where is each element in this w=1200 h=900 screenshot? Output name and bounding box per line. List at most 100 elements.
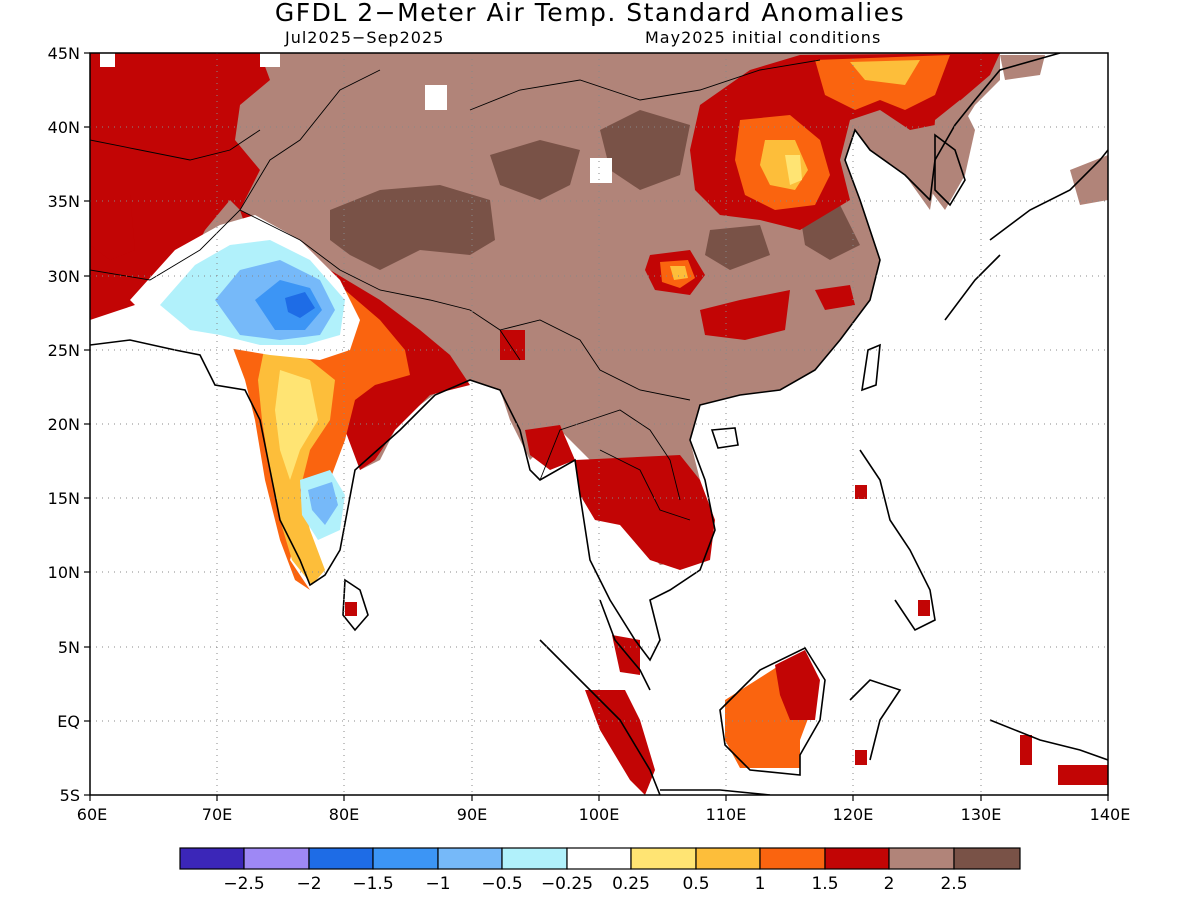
anomaly-cell [855, 750, 867, 765]
lat-label: 15N [48, 489, 80, 508]
coastline-taiwan [861, 343, 881, 392]
lat-label: 5N [58, 638, 80, 657]
colorbar-label: −0.25 [541, 874, 593, 894]
lon-label: 120E [833, 805, 874, 824]
axis-ticks [84, 52, 1109, 801]
anomaly-fill-red [525, 425, 575, 470]
coastline-korea [934, 133, 966, 207]
lat-label: 40N [48, 118, 80, 137]
anomaly-cell [425, 85, 447, 110]
lat-label: 5S [60, 786, 80, 805]
colorbar-label: −2 [296, 874, 321, 894]
anomaly-fill-red [775, 650, 820, 720]
forecast-period: Jul2025−Sep2025 [285, 28, 445, 47]
colorbar-swatch [824, 847, 890, 870]
lat-label: 25N [48, 341, 80, 360]
anomaly-fill-red [90, 53, 270, 320]
graticule [90, 53, 1108, 795]
anomaly-cell [345, 602, 357, 616]
colorbar-swatch [308, 847, 374, 870]
coastline-java [660, 789, 771, 795]
coastline-malay [599, 599, 651, 691]
colorbar-swatch [953, 847, 1021, 870]
anomaly-cell [100, 53, 115, 67]
border-line [90, 69, 381, 281]
colorbar-swatch [759, 847, 826, 870]
colorbar [179, 847, 1021, 870]
colorbar-swatch [501, 847, 568, 870]
anomaly-fill-lightyellow [275, 370, 318, 480]
border-line [239, 209, 521, 361]
anomaly-cell [1058, 765, 1108, 785]
longitude-labels: 60E 70E 80E 90E 100E 110E 120E 130E 140E [77, 805, 1131, 824]
anomaly-fill-lightyellow [785, 155, 802, 185]
lat-label: 20N [48, 415, 80, 434]
map-title: GFDL 2−Meter Air Temp. Standard Anomalie… [274, 0, 906, 27]
colorbar-label: 0.25 [612, 874, 650, 894]
anomaly-fill-gold [670, 266, 688, 280]
lat-label: EQ [57, 712, 80, 731]
lon-label: 140E [1090, 805, 1131, 824]
colorbar-label: 2 [884, 874, 895, 894]
lon-label: 70E [202, 805, 232, 824]
anomaly-fill-darkblue [285, 292, 315, 318]
colorbar-swatch [243, 847, 310, 870]
anomaly-fill-darkbrown [705, 225, 770, 270]
anomaly-fill-brown [930, 100, 975, 210]
lat-label: 45N [48, 44, 80, 63]
lon-label: 130E [961, 805, 1002, 824]
colorbar-label: −1.5 [352, 874, 393, 894]
anomaly-fill-lightblue [308, 482, 338, 525]
anomaly-fill-red [90, 195, 135, 260]
anomaly-cell [590, 158, 612, 183]
anomaly-cell [260, 53, 280, 67]
anomaly-fill-darkbrown [330, 185, 495, 270]
colorbar-label: 0.5 [682, 874, 709, 894]
anomaly-fill-darkbrown [490, 140, 580, 200]
colorbar-swatch [888, 847, 955, 870]
coastline-japan [989, 149, 1108, 241]
border-line [599, 449, 691, 521]
colorbar-swatch [437, 847, 503, 870]
coastline-borneo [719, 646, 826, 776]
coastlines [90, 53, 1108, 795]
coastline-philippines [859, 449, 936, 632]
lat-label: 35N [48, 192, 80, 211]
anomaly-fill-orange [815, 55, 950, 110]
coastline-asia-mainland [90, 53, 1061, 662]
lat-label: 30N [48, 267, 80, 286]
lon-label: 110E [706, 805, 747, 824]
colorbar-label: −2.5 [223, 874, 264, 894]
anomaly-fill-brown [1070, 155, 1108, 205]
lat-label: 10N [48, 563, 80, 582]
colorbar-swatch [630, 847, 697, 870]
colorbar-swatch [372, 847, 439, 870]
lon-label: 60E [77, 805, 107, 824]
borders [90, 59, 821, 521]
anomaly-fill-red [815, 285, 855, 310]
border-line [469, 59, 821, 111]
latitude-labels: 45N 40N 35N 30N 25N 20N 15N 10N 5N EQ 5S [48, 44, 80, 805]
anomaly-cell [1020, 735, 1032, 765]
colorbar-label: 1 [755, 874, 766, 894]
border-line [90, 129, 261, 161]
anomaly-cell [855, 485, 867, 499]
coastline-japan-south [944, 254, 1001, 321]
colorbar-label: −1 [425, 874, 450, 894]
colorbar-label: 1.5 [811, 874, 838, 894]
anomaly-fill-red [700, 290, 790, 340]
border-line [499, 319, 691, 401]
anomaly-cell [500, 330, 525, 360]
anomaly-fill-gold [850, 60, 920, 85]
colorbar-label: 2.5 [940, 874, 967, 894]
coastline-sumatra [539, 639, 661, 795]
coastline-new-guinea [989, 719, 1108, 761]
lon-label: 100E [579, 805, 620, 824]
lon-label: 80E [329, 805, 359, 824]
anomaly-cell [918, 600, 930, 616]
colorbar-swatch [566, 847, 632, 870]
colorbar-swatch [179, 847, 245, 870]
coastline-sulawesi [849, 679, 902, 761]
border-line [539, 409, 681, 501]
